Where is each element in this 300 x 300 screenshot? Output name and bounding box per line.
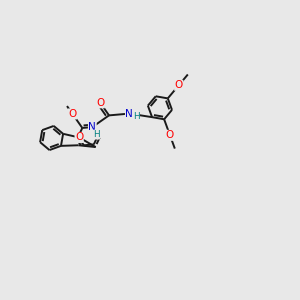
Text: O: O bbox=[175, 80, 183, 90]
Text: O: O bbox=[96, 98, 104, 108]
Text: O: O bbox=[166, 130, 174, 140]
Text: O: O bbox=[68, 109, 76, 119]
Text: N: N bbox=[125, 109, 133, 118]
Text: N: N bbox=[88, 122, 96, 132]
Text: H: H bbox=[93, 130, 100, 139]
Text: H: H bbox=[133, 112, 139, 121]
Text: O: O bbox=[75, 133, 83, 142]
